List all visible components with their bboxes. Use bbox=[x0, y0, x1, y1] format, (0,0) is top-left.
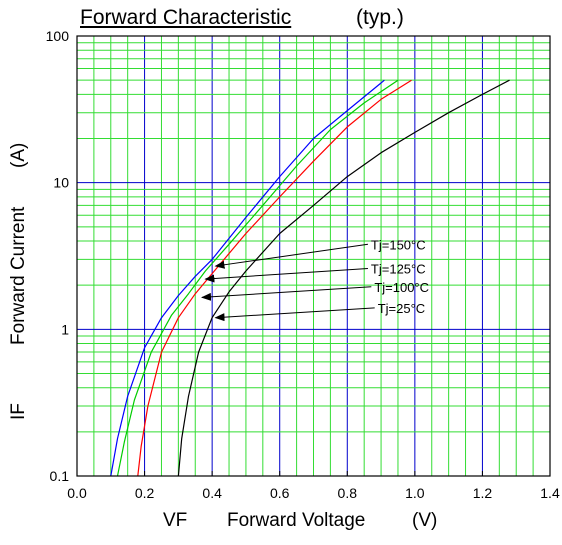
y-tick-label: 0.1 bbox=[50, 468, 70, 484]
chart-title: Forward Characteristic bbox=[80, 6, 292, 29]
y-tick-label: 100 bbox=[46, 28, 70, 44]
grid bbox=[77, 36, 550, 476]
curves bbox=[110, 79, 510, 477]
series-line-3 bbox=[177, 79, 510, 477]
y-tick-label: 1 bbox=[61, 321, 69, 337]
x-axis-symbol: VF bbox=[163, 510, 188, 531]
annotations: Tj=150°C Tj=125°C Tj=100°C Tj=25°C bbox=[201, 237, 429, 322]
x-tick-label: 0.8 bbox=[338, 485, 358, 501]
x-tick-label: 0.2 bbox=[135, 485, 155, 501]
annotation-arrow-0 bbox=[214, 243, 369, 269]
annotation-arrow-1 bbox=[204, 267, 368, 283]
annotation-arrow-2 bbox=[201, 286, 372, 301]
plot-border bbox=[76, 35, 551, 477]
x-tick-label: 1.4 bbox=[540, 485, 560, 501]
series-line-1 bbox=[116, 79, 399, 477]
annotation-label-1: Tj=125°C bbox=[371, 261, 426, 276]
x-axis-unit: (V) bbox=[412, 510, 438, 531]
x-tick-label: 0.6 bbox=[270, 485, 290, 501]
x-tick-label: 1.2 bbox=[473, 485, 493, 501]
annotation-label-3: Tj=25°C bbox=[378, 301, 425, 316]
y-tick-label: 10 bbox=[53, 175, 69, 191]
x-tick-label: 0.4 bbox=[202, 485, 222, 501]
series-line-0 bbox=[110, 79, 385, 477]
annotation-arrow-3 bbox=[214, 307, 375, 322]
x-tick-label: 0.0 bbox=[67, 485, 87, 501]
chart-subtitle: (typ.) bbox=[356, 6, 404, 29]
plot-frame bbox=[76, 35, 551, 477]
x-tick-label: 1.0 bbox=[405, 485, 425, 501]
tick-labels: 0.0 0.2 0.4 0.6 0.8 1.0 1.2 1.4 0.1 1 10 100 bbox=[46, 28, 560, 501]
annotation-label-0: Tj=150°C bbox=[371, 237, 426, 252]
annotation-label-2: Tj=100°C bbox=[374, 280, 429, 295]
series-line-2 bbox=[137, 79, 412, 477]
x-axis-label: Forward Voltage bbox=[227, 510, 366, 531]
